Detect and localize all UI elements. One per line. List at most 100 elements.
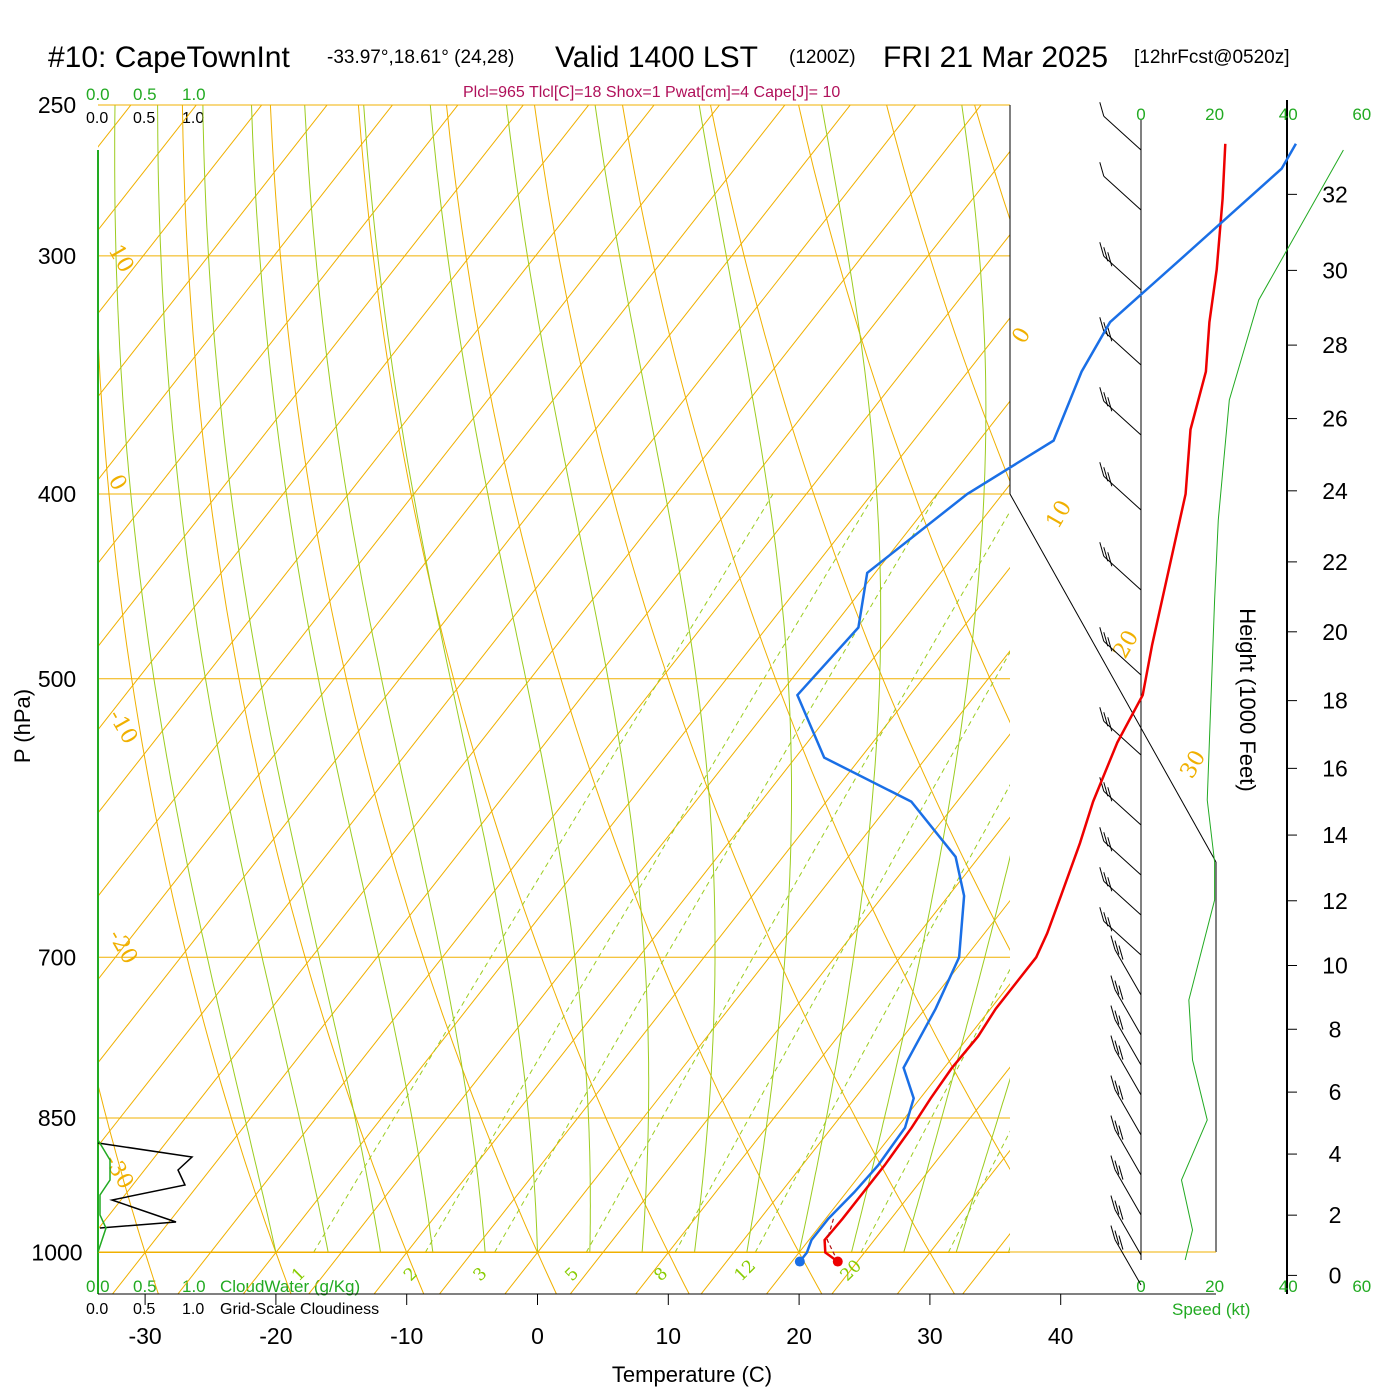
station-coords: -33.97°,18.61° (24,28) [327, 47, 514, 68]
isotherm-line [1284, 71, 1400, 1301]
temp-tick-label: 0 [531, 1323, 544, 1349]
wind-barb-flag [1114, 1120, 1120, 1135]
pressure-tick-label: 500 [38, 666, 76, 692]
dry-adiabat-line [621, 105, 1010, 1171]
moist-adiabat-line [1061, 105, 1400, 1253]
forecast-date: FRI 21 Mar 2025 [883, 41, 1108, 74]
pressure-tick-label: 850 [38, 1105, 76, 1131]
wind-barb-flag [1099, 317, 1105, 332]
cloudwater-top-tick-1: 0.5 [133, 85, 157, 104]
temp-tick-label: 40 [1048, 1323, 1074, 1349]
wind-barb [1103, 255, 1142, 291]
cloudwater-bottom-tick-1: 0.5 [133, 1277, 157, 1296]
height-tick-label: 8 [1329, 1016, 1342, 1042]
isotherm-line [98, 105, 786, 981]
cloudiness-bottom-tick-1: 0.5 [133, 1301, 155, 1318]
speed-axis-title: Speed (kt) [1172, 1300, 1250, 1319]
cloudiness-bottom-tick-2: 1.0 [182, 1301, 204, 1318]
isotherm-label: 0 [1008, 323, 1037, 348]
isotherm-line [373, 483, 1010, 1294]
height-tick-label: 4 [1329, 1141, 1342, 1167]
wind-barb-flag [1118, 1045, 1124, 1060]
wind-barb-flag [1107, 397, 1113, 412]
mixing-ratio-line [494, 493, 938, 1253]
cloudiness-top-tick-0: 0.0 [86, 110, 108, 127]
speed-tick-label: 0 [1136, 105, 1145, 124]
forecast-run: [12hrFcst@0520z] [1134, 47, 1290, 68]
wind-barb [1103, 555, 1142, 591]
valid-time: Valid 1400 LST [555, 41, 758, 74]
wind-barb [1103, 640, 1142, 676]
cloud-profile-layer [97, 1139, 194, 1253]
dewpoint-line [795, 143, 1297, 1263]
mixing-ratio-label: 12 [731, 1256, 760, 1285]
pressure-tick-label: 250 [38, 92, 76, 118]
wind-barb-flag [1103, 782, 1109, 797]
temperature-line [823, 143, 1227, 1263]
wind-barb [1103, 400, 1142, 436]
wind-barb-flag [1110, 1115, 1116, 1130]
wind-barb-flag [1103, 632, 1109, 647]
wind-barb-flag [1103, 392, 1109, 407]
wind-barb-flag [1110, 975, 1116, 990]
cloudwater-label: CloudWater (g/Kg) [220, 1277, 360, 1296]
mixing-ratio-line [674, 651, 1010, 1253]
dry-adiabat-line [974, 105, 1010, 222]
moist-adiabat-line [955, 1077, 1010, 1253]
dry-adiabat-line [445, 105, 823, 1294]
isotherm-line [0, 71, 27, 1301]
cloudwater-top-tick-0: 0.0 [86, 85, 110, 104]
wind-barb-flag [1110, 935, 1116, 950]
cloudiness-label: Grid-Scale Cloudiness [220, 1301, 379, 1318]
isotherm-line [98, 105, 917, 1147]
isotherm-line [98, 105, 655, 814]
cloudiness-profile [97, 1142, 194, 1229]
wind-barb [1103, 840, 1142, 876]
isotherm-line [504, 650, 1010, 1294]
moist-adiabat-line [903, 855, 1010, 1253]
plot-slant-border [1009, 493, 1217, 863]
wind-barb-flag [1099, 627, 1105, 642]
wind-barb-flag [1114, 1160, 1120, 1175]
stability-indices: Plcl=965 Tlcl[C]=18 Shox=1 Pwat[cm]=4 Ca… [463, 84, 840, 101]
dry-adiabat-line [181, 105, 425, 1294]
moist-adiabat-line [798, 105, 882, 1253]
height-tick-label: 16 [1322, 755, 1348, 781]
sounding-series-layer [794, 143, 1297, 1267]
isotherm-line [831, 1066, 1010, 1294]
isotherm-line [98, 105, 328, 398]
cloudiness-bottom-tick-0: 0.0 [86, 1301, 108, 1318]
mixing-ratio-line [860, 968, 1010, 1253]
wind-barb [1114, 1209, 1142, 1256]
isotherm-line [765, 983, 1010, 1294]
wind-barb-flag [1103, 247, 1109, 262]
speed-tick-label: 20 [1205, 105, 1224, 124]
wind-barb-flag [1118, 1235, 1124, 1250]
dry-adiabat-line [1052, 71, 1400, 1301]
wind-barb-flag [1114, 1200, 1120, 1215]
station-title: #10: CapeTownInt [48, 41, 290, 74]
mixing-ratio-line [1062, 494, 1400, 1253]
mixing-ratio-label: 8 [650, 1264, 672, 1286]
wind-barb-flag [1118, 945, 1124, 960]
isotherm-label: 20 [1109, 626, 1145, 663]
wind-barb-flag [1107, 252, 1113, 267]
wind-barb-flag [1099, 777, 1105, 792]
isotherm-line [98, 105, 459, 564]
wind-barb-flag [1103, 832, 1109, 847]
pressure-tick-label: 400 [38, 481, 76, 507]
wind-barb-flag [1099, 907, 1105, 922]
moist-adiabat-line [429, 105, 591, 1253]
wind-barb-flag [1099, 707, 1105, 722]
wind-barb-flag [1107, 327, 1113, 342]
wind-barb [1103, 790, 1142, 826]
wind-barb [1114, 1239, 1142, 1286]
speed-tick-label: 40 [1279, 1277, 1298, 1296]
parcel-path [826, 1218, 839, 1262]
wind-barb-flag [1107, 472, 1113, 487]
height-tick-label: 26 [1322, 406, 1348, 432]
pressure-tick-label: 700 [38, 944, 76, 970]
dry-adiabat-line [269, 105, 557, 1294]
dry-adiabat-line [709, 105, 1010, 952]
